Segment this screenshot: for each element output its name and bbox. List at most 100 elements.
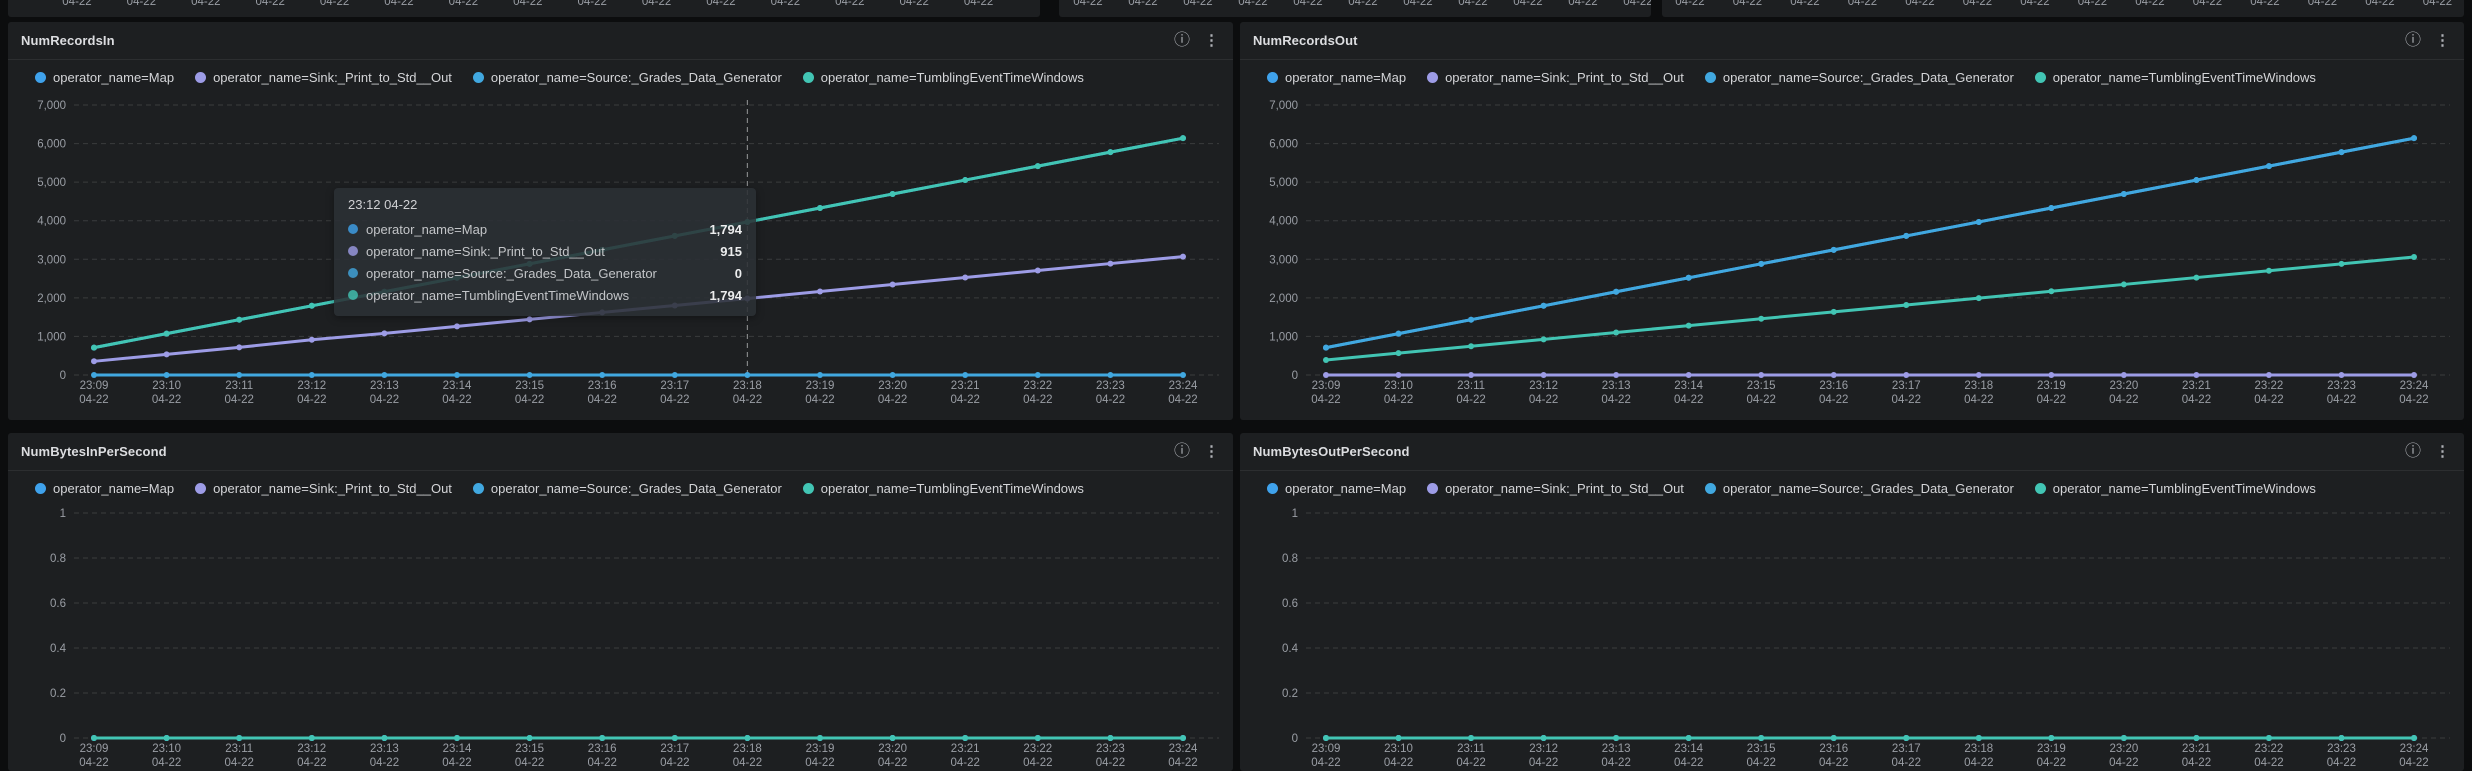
legend-dot-icon xyxy=(1427,72,1439,83)
legend-dot-icon xyxy=(1704,72,1716,83)
legend-item[interactable]: operator_name=Source:_Grades_Data_Genera… xyxy=(1704,70,2014,85)
x-axis-tick-date: 04-22 xyxy=(1023,394,1052,406)
legend-item[interactable]: operator_name=Sink:_Print_to_Std__Out xyxy=(195,481,452,496)
series-line xyxy=(1324,255,2416,362)
x-axis-tick-time: 23:23 xyxy=(2327,743,2356,755)
panel-header: NumBytesOutPerSecond ⓘ ⋮ xyxy=(1240,433,2464,471)
kebab-menu-icon[interactable]: ⋮ xyxy=(2435,443,2450,460)
x-axis-tick-date: 04-22 xyxy=(878,757,907,769)
line-chart[interactable]: 1 0.8 0.6 0.4 0.2 0 23:09 04-22 23:10 04-22 23:11 0… xyxy=(1240,506,2464,771)
y-axis-tick: 2,000 xyxy=(37,293,66,305)
legend-item[interactable]: operator_name=Source:_Grades_Data_Genera… xyxy=(1704,481,2014,496)
clipped-x-axis-date-label: 04-22 xyxy=(319,0,350,8)
x-axis-tick-time: 23:16 xyxy=(588,743,617,755)
legend-item[interactable]: operator_name=TumblingEventTimeWindows xyxy=(2034,481,2316,496)
legend-item[interactable]: operator_name=TumblingEventTimeWindows xyxy=(802,70,1084,85)
x-axis-tick-time: 23:20 xyxy=(878,743,907,755)
line-chart[interactable]: 7,000 6,000 5,000 4,000 3,000 2,000 1,000 0 23:0… xyxy=(8,95,1233,420)
x-axis-tick-time: 23:21 xyxy=(951,380,980,392)
y-axis-tick: 0.8 xyxy=(50,553,66,565)
kebab-menu-icon[interactable]: ⋮ xyxy=(1204,32,1219,49)
x-axis-tick-time: 23:09 xyxy=(1312,380,1341,392)
x-axis-tick-date: 04-22 xyxy=(224,757,253,769)
x-axis-tick-time: 23:19 xyxy=(2037,743,2066,755)
legend-item[interactable]: operator_name=Map xyxy=(1267,70,1406,85)
x-axis-tick-date: 04-22 xyxy=(1023,757,1052,769)
legend-dot-icon xyxy=(35,483,46,494)
legend-item[interactable]: operator_name=Source:_Grades_Data_Genera… xyxy=(472,70,782,85)
legend-item[interactable]: operator_name=Map xyxy=(35,481,174,496)
x-axis-tick-time: 23:12 xyxy=(1529,743,1558,755)
clipped-x-axis-date-label: 04-22 xyxy=(2192,0,2223,8)
x-axis-tick-time: 23:21 xyxy=(2182,743,2211,755)
chart-area[interactable]: 1 0.8 0.6 0.4 0.2 0 23:09 04-22 23:10 04-22 23:11 0… xyxy=(1240,506,2464,771)
x-axis-tick-date: 04-22 xyxy=(79,757,108,769)
chart-area[interactable]: 7,000 6,000 5,000 4,000 3,000 2,000 1,000 0 23:0… xyxy=(8,95,1233,420)
x-axis-tick-time: 23:09 xyxy=(1312,743,1341,755)
legend-label: operator_name=TumblingEventTimeWindows xyxy=(2052,481,2316,496)
x-axis-tick-time: 23:24 xyxy=(1169,743,1198,755)
x-axis-tick-date: 04-22 xyxy=(1311,757,1340,769)
x-axis-tick-time: 23:10 xyxy=(152,380,181,392)
x-axis-tick-date: 04-22 xyxy=(224,394,253,406)
legend-dot-icon xyxy=(195,483,207,494)
legend-label: operator_name=TumblingEventTimeWindows xyxy=(820,70,1084,85)
x-axis-tick-date: 04-22 xyxy=(1964,394,1993,406)
x-axis-tick-time: 23:22 xyxy=(2255,380,2284,392)
y-axis-tick: 1,000 xyxy=(37,331,66,343)
y-axis-tick: 1 xyxy=(1292,508,1298,520)
x-axis-tick-date: 04-22 xyxy=(2399,757,2428,769)
x-axis-tick-time: 23:14 xyxy=(1674,743,1703,755)
chart-area[interactable]: 7,000 6,000 5,000 4,000 3,000 2,000 1,000 0 23:0… xyxy=(1240,95,2464,420)
clipped-x-axis-date-label: 04-22 xyxy=(126,0,157,8)
kebab-menu-icon[interactable]: ⋮ xyxy=(2435,32,2450,49)
x-axis-tick-time: 23:21 xyxy=(2182,380,2211,392)
legend-label: operator_name=Sink:_Print_to_Std__Out xyxy=(1445,481,1684,496)
y-axis-tick: 0.6 xyxy=(1282,598,1298,610)
x-axis-tick-time: 23:14 xyxy=(443,380,472,392)
x-axis-tick-date: 04-22 xyxy=(2327,757,2356,769)
x-axis-tick-date: 04-22 xyxy=(1456,394,1485,406)
panel-num-records-in: NumRecordsIn ⓘ ⋮ operator_name=Map operat… xyxy=(8,22,1233,420)
clipped-x-axis-date-label: 04-22 xyxy=(1568,0,1598,8)
x-axis-tick-time: 23:20 xyxy=(2109,380,2138,392)
x-axis-tick-time: 23:17 xyxy=(1892,380,1921,392)
legend-item[interactable]: operator_name=Map xyxy=(35,70,174,85)
legend-label: operator_name=Map xyxy=(53,481,175,496)
x-axis-tick-date: 04-22 xyxy=(1674,394,1703,406)
x-axis-tick-time: 23:17 xyxy=(660,380,689,392)
legend-item[interactable]: operator_name=Sink:_Print_to_Std__Out xyxy=(1427,70,1684,85)
info-icon[interactable]: ⓘ xyxy=(2404,31,2421,49)
x-axis-tick-time: 23:12 xyxy=(297,743,326,755)
legend-item[interactable]: operator_name=TumblingEventTimeWindows xyxy=(802,481,1084,496)
info-icon[interactable]: ⓘ xyxy=(2404,442,2421,460)
legend-item[interactable]: operator_name=Sink:_Print_to_Std__Out xyxy=(1427,481,1684,496)
x-axis-tick-date: 04-22 xyxy=(2109,394,2138,406)
line-chart[interactable]: 1 0.8 0.6 0.4 0.2 0 23:09 04-22 23:10 04-22 23:11 0… xyxy=(8,506,1233,771)
legend-item[interactable]: operator_name=Sink:_Print_to_Std__Out xyxy=(195,70,452,85)
x-axis-tick-date: 04-22 xyxy=(1311,394,1340,406)
x-axis-tick-time: 23:15 xyxy=(515,743,544,755)
clipped-x-axis-date-label: 04-22 xyxy=(1128,0,1158,8)
line-chart[interactable]: 7,000 6,000 5,000 4,000 3,000 2,000 1,000 0 23:0… xyxy=(1240,95,2464,420)
info-icon[interactable]: ⓘ xyxy=(1173,31,1190,49)
panel-title: NumBytesInPerSecond xyxy=(21,444,167,459)
y-axis-tick: 0.2 xyxy=(50,688,66,700)
x-axis-tick-date: 04-22 xyxy=(297,757,326,769)
x-axis-tick-time: 23:15 xyxy=(1747,380,1776,392)
x-axis-tick-time: 23:09 xyxy=(80,380,109,392)
legend-label: operator_name=Sink:_Print_to_Std__Out xyxy=(213,481,452,496)
x-axis-tick-time: 23:11 xyxy=(1457,380,1485,392)
legend-item[interactable]: operator_name=Source:_Grades_Data_Genera… xyxy=(472,481,782,496)
legend-item[interactable]: operator_name=TumblingEventTimeWindows xyxy=(2034,70,2316,85)
clipped-x-axis-date-label: 04-22 xyxy=(1403,0,1433,8)
legend-item[interactable]: operator_name=Map xyxy=(1267,481,1406,496)
kebab-menu-icon[interactable]: ⋮ xyxy=(1204,443,1219,460)
chart-area[interactable]: 1 0.8 0.6 0.4 0.2 0 23:09 04-22 23:10 04-22 23:11 0… xyxy=(8,506,1233,771)
x-axis-tick-date: 04-22 xyxy=(1601,394,1630,406)
x-axis-tick-date: 04-22 xyxy=(1384,394,1413,406)
x-axis-tick-time: 23:14 xyxy=(443,743,472,755)
panel-title: NumRecordsIn xyxy=(21,33,115,48)
x-axis-tick-date: 04-22 xyxy=(2037,757,2066,769)
info-icon[interactable]: ⓘ xyxy=(1173,442,1190,460)
